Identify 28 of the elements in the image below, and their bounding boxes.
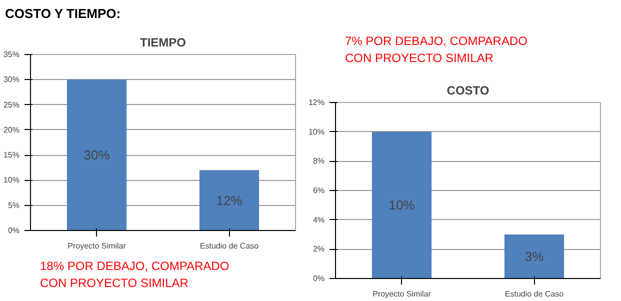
x-tick-label: Estudio de Caso bbox=[200, 242, 260, 250]
y-tick-label: 10% bbox=[308, 127, 325, 136]
y-tick-label: 5% bbox=[8, 200, 20, 210]
data-label: 10% bbox=[388, 198, 416, 213]
data-label: 3% bbox=[524, 249, 544, 264]
x-tick-label: Estudio de Caso bbox=[504, 290, 564, 298]
text: COSTO Y TIEMPO: bbox=[5, 5, 121, 23]
y-tick-label: 0% bbox=[312, 274, 324, 283]
x-tick-label: Proyecto Similar bbox=[372, 290, 432, 298]
text: 7% POR DEBAJO, COMPARADO CON PROYECTO SIMILAR bbox=[345, 33, 528, 68]
data-label: 30% bbox=[84, 148, 110, 163]
text: 18% POR DEBAJO, COMPARADO CON PROYECTO SIMILAR bbox=[40, 258, 230, 292]
y-tick-label: 25% bbox=[3, 100, 20, 110]
y-tick-label: 4% bbox=[312, 215, 324, 224]
data-label: 12% bbox=[216, 192, 243, 208]
y-tick-label: 2% bbox=[312, 244, 324, 254]
chart-title: TIEMPO bbox=[140, 36, 186, 50]
y-tick-label: 6% bbox=[312, 186, 324, 195]
y-tick-label: 35% bbox=[3, 50, 20, 59]
y-tick-label: 8% bbox=[312, 156, 324, 166]
y-tick-label: 10% bbox=[3, 176, 20, 185]
y-tick-label: 20% bbox=[3, 125, 20, 134]
y-tick-label: 15% bbox=[3, 150, 20, 160]
y-tick-label: 30% bbox=[3, 75, 20, 84]
y-tick-label: 12% bbox=[308, 98, 325, 107]
chart-title: COSTO bbox=[446, 84, 490, 98]
y-tick-label: 0% bbox=[8, 226, 20, 235]
x-tick-label: Proyecto Similar bbox=[68, 242, 126, 250]
